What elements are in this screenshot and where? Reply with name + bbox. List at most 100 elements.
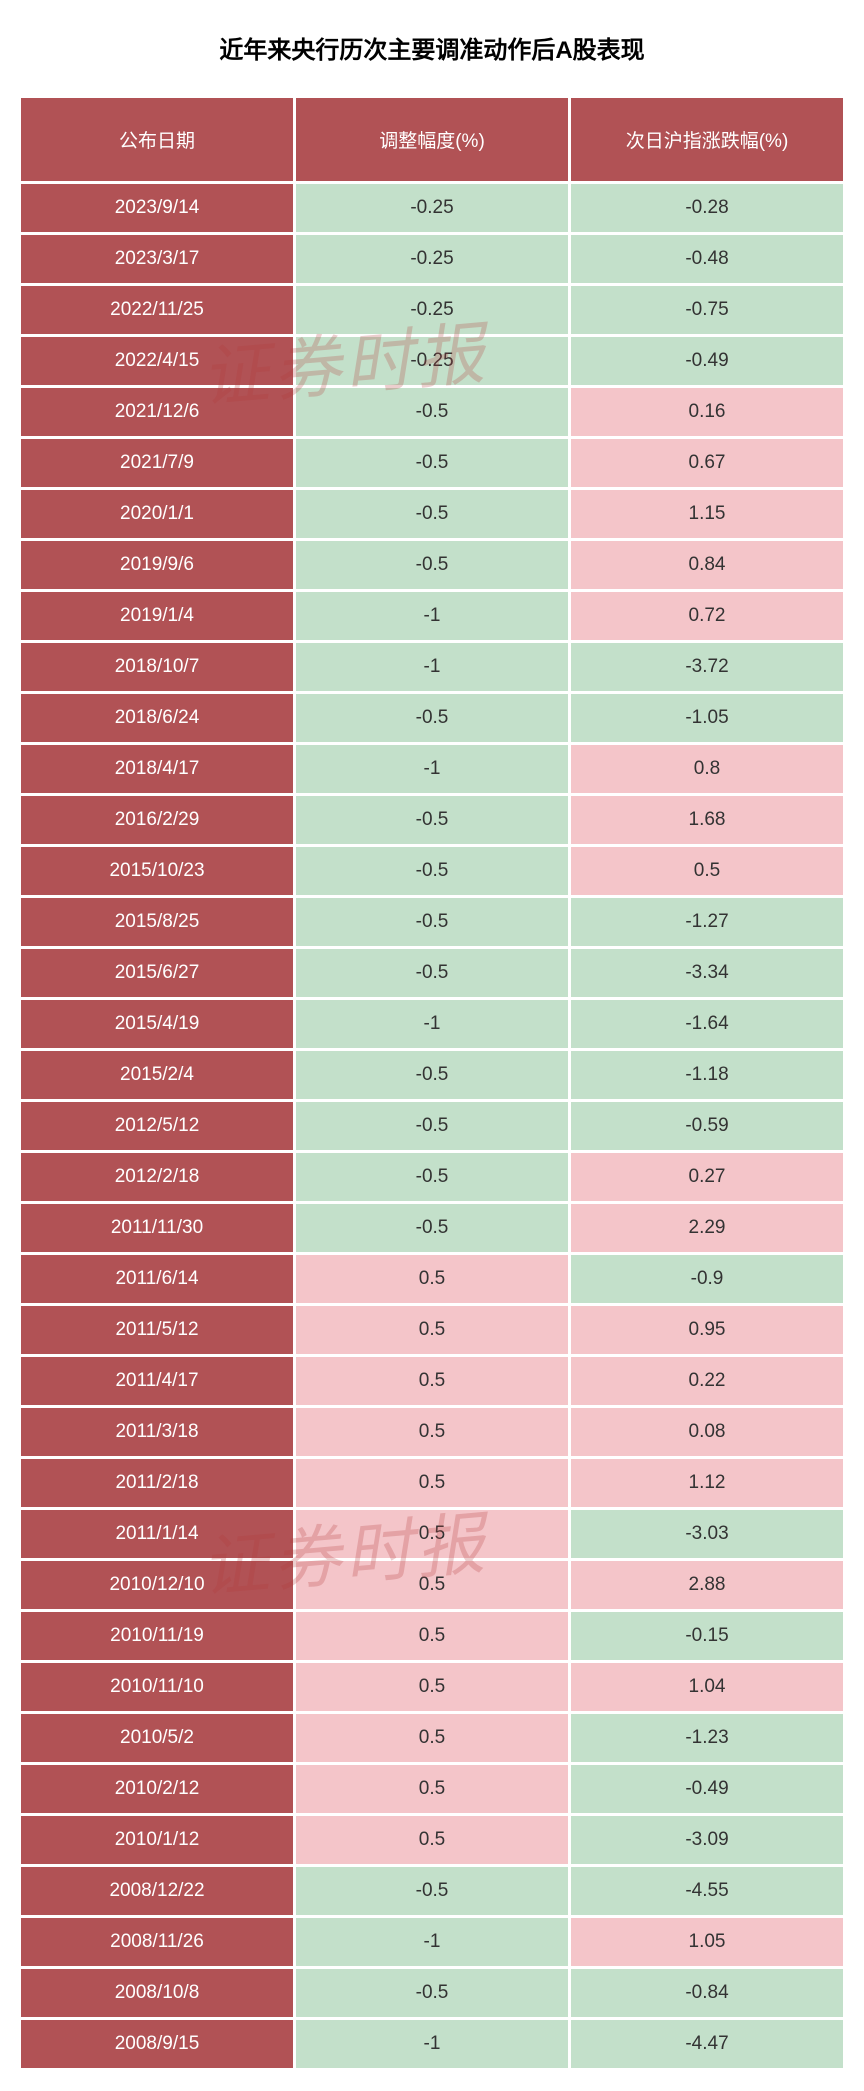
table-row: 2012/5/12-0.5-0.59: [21, 1102, 843, 1150]
cell-adjust: 0.5: [296, 1459, 568, 1507]
cell-change: -3.03: [571, 1510, 843, 1558]
cell-date: 2022/11/25: [21, 286, 293, 334]
cell-date: 2012/5/12: [21, 1102, 293, 1150]
cell-change: 1.12: [571, 1459, 843, 1507]
cell-change: 0.08: [571, 1408, 843, 1456]
cell-change: -0.9: [571, 1255, 843, 1303]
table-row: 2008/10/8-0.5-0.84: [21, 1969, 843, 2017]
table-row: 2023/9/14-0.25-0.28: [21, 184, 843, 232]
cell-adjust: -1: [296, 2020, 568, 2068]
cell-adjust: -0.5: [296, 1051, 568, 1099]
cell-date: 2008/10/8: [21, 1969, 293, 2017]
cell-change: 1.04: [571, 1663, 843, 1711]
table-row: 2011/4/170.50.22: [21, 1357, 843, 1405]
table-row: 2012/2/18-0.50.27: [21, 1153, 843, 1201]
cell-date: 2015/8/25: [21, 898, 293, 946]
cell-date: 2016/2/29: [21, 796, 293, 844]
cell-change: 2.88: [571, 1561, 843, 1609]
cell-date: 2019/1/4: [21, 592, 293, 640]
table-row: 2016/2/29-0.51.68: [21, 796, 843, 844]
cell-adjust: 0.5: [296, 1306, 568, 1354]
cell-date: 2010/2/12: [21, 1765, 293, 1813]
cell-change: -1.23: [571, 1714, 843, 1762]
table-row: 2011/11/30-0.52.29: [21, 1204, 843, 1252]
cell-change: -3.72: [571, 643, 843, 691]
cell-change: 1.05: [571, 1918, 843, 1966]
cell-change: -0.49: [571, 337, 843, 385]
cell-change: -3.09: [571, 1816, 843, 1864]
cell-date: 2008/12/22: [21, 1867, 293, 1915]
cell-change: -4.55: [571, 1867, 843, 1915]
data-table: 公布日期 调整幅度(%) 次日沪指涨跌幅(%) 2023/9/14-0.25-0…: [18, 95, 846, 2071]
cell-adjust: 0.5: [296, 1510, 568, 1558]
table-row: 2015/10/23-0.50.5: [21, 847, 843, 895]
cell-adjust: 0.5: [296, 1408, 568, 1456]
cell-change: 0.27: [571, 1153, 843, 1201]
cell-adjust: 0.5: [296, 1714, 568, 1762]
cell-change: 0.95: [571, 1306, 843, 1354]
table-row: 2019/1/4-10.72: [21, 592, 843, 640]
cell-change: 0.84: [571, 541, 843, 589]
cell-change: 1.68: [571, 796, 843, 844]
table-row: 2010/11/100.51.04: [21, 1663, 843, 1711]
cell-date: 2023/9/14: [21, 184, 293, 232]
table-row: 2023/3/17-0.25-0.48: [21, 235, 843, 283]
cell-date: 2018/4/17: [21, 745, 293, 793]
cell-adjust: 0.5: [296, 1561, 568, 1609]
table-row: 2008/11/26-11.05: [21, 1918, 843, 1966]
cell-adjust: -0.5: [296, 490, 568, 538]
cell-change: -0.48: [571, 235, 843, 283]
cell-date: 2011/3/18: [21, 1408, 293, 1456]
cell-date: 2008/9/15: [21, 2020, 293, 2068]
table-row: 2011/6/140.5-0.9: [21, 1255, 843, 1303]
cell-date: 2018/6/24: [21, 694, 293, 742]
cell-change: -1.05: [571, 694, 843, 742]
cell-change: -0.15: [571, 1612, 843, 1660]
cell-adjust: -0.5: [296, 847, 568, 895]
table-row: 2008/9/15-1-4.47: [21, 2020, 843, 2068]
cell-date: 2011/5/12: [21, 1306, 293, 1354]
cell-date: 2010/11/19: [21, 1612, 293, 1660]
cell-adjust: -1: [296, 745, 568, 793]
cell-date: 2019/9/6: [21, 541, 293, 589]
table-row: 2015/6/27-0.5-3.34: [21, 949, 843, 997]
cell-adjust: -0.25: [296, 235, 568, 283]
table-row: 2010/1/120.5-3.09: [21, 1816, 843, 1864]
page-title: 近年来央行历次主要调准动作后A股表现: [18, 30, 846, 65]
table-body: 2023/9/14-0.25-0.282023/3/17-0.25-0.4820…: [21, 184, 843, 2068]
table-row: 2010/2/120.5-0.49: [21, 1765, 843, 1813]
cell-adjust: -1: [296, 1918, 568, 1966]
table-row: 2022/11/25-0.25-0.75: [21, 286, 843, 334]
cell-change: -4.47: [571, 2020, 843, 2068]
cell-date: 2011/6/14: [21, 1255, 293, 1303]
cell-date: 2018/10/7: [21, 643, 293, 691]
table-row: 2018/10/7-1-3.72: [21, 643, 843, 691]
cell-date: 2008/11/26: [21, 1918, 293, 1966]
cell-change: 0.72: [571, 592, 843, 640]
table-row: 2021/7/9-0.50.67: [21, 439, 843, 487]
cell-date: 2010/5/2: [21, 1714, 293, 1762]
cell-adjust: -0.5: [296, 1153, 568, 1201]
cell-date: 2020/1/1: [21, 490, 293, 538]
cell-change: -0.59: [571, 1102, 843, 1150]
cell-adjust: -1: [296, 643, 568, 691]
table-row: 2008/12/22-0.5-4.55: [21, 1867, 843, 1915]
table-row: 2010/11/190.5-0.15: [21, 1612, 843, 1660]
table-row: 2022/4/15-0.25-0.49: [21, 337, 843, 385]
cell-change: -0.28: [571, 184, 843, 232]
table-row: 2015/4/19-1-1.64: [21, 1000, 843, 1048]
cell-date: 2011/2/18: [21, 1459, 293, 1507]
cell-change: 0.67: [571, 439, 843, 487]
table-row: 2011/1/140.5-3.03: [21, 1510, 843, 1558]
cell-change: 1.15: [571, 490, 843, 538]
cell-date: 2021/7/9: [21, 439, 293, 487]
cell-adjust: -0.5: [296, 388, 568, 436]
cell-adjust: -0.5: [296, 541, 568, 589]
cell-adjust: -0.25: [296, 337, 568, 385]
cell-date: 2011/11/30: [21, 1204, 293, 1252]
cell-adjust: 0.5: [296, 1765, 568, 1813]
cell-date: 2021/12/6: [21, 388, 293, 436]
cell-adjust: -0.5: [296, 898, 568, 946]
cell-date: 2015/4/19: [21, 1000, 293, 1048]
cell-adjust: -0.5: [296, 694, 568, 742]
